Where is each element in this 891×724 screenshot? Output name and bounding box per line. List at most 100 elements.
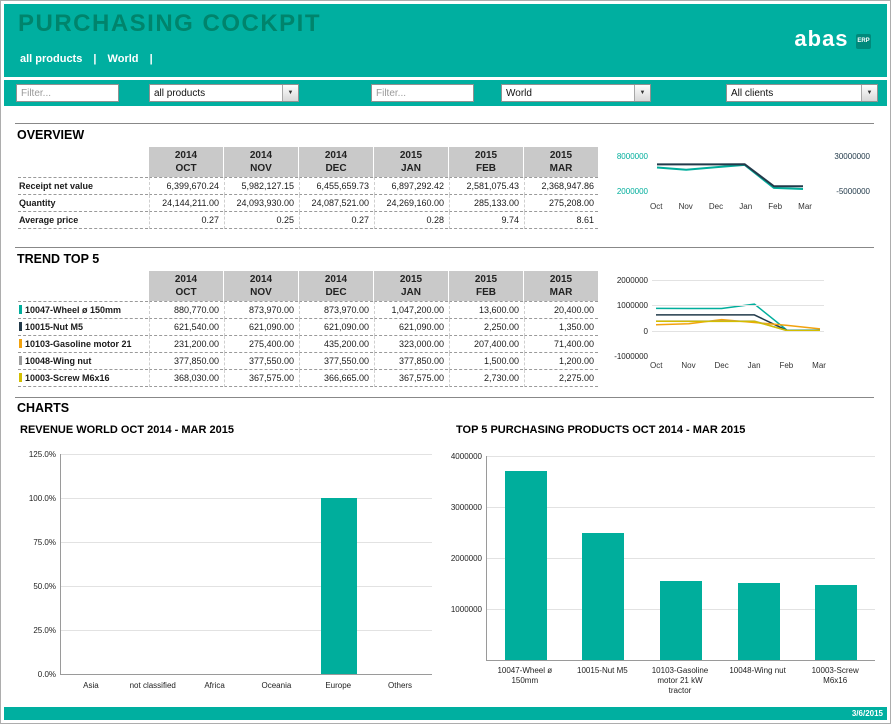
- cell-value: 1,200.00: [524, 353, 598, 370]
- bar-slot: [61, 454, 123, 674]
- product-dropdown[interactable]: all products ▼: [149, 84, 299, 102]
- status-date: 3/6/2015: [851, 709, 883, 718]
- trend-top5-mini-chart: 2000000 1000000 0 -1000000 Oct Nov Dec Jan Feb M…: [606, 276, 872, 370]
- cell-value: 5,982,127.15: [224, 177, 298, 195]
- x-axis-label: Feb: [768, 202, 783, 211]
- table-row: Average price 0.27 0.25 0.27 0.28 9.74 8…: [18, 212, 598, 229]
- y-axis-tick-label: 1000000: [616, 301, 648, 310]
- right-axis-label: 30000000: [834, 152, 870, 161]
- bar-slot: [123, 454, 185, 674]
- table-row: 10015-Nut M5 621,540.00 621,090.00 621,0…: [18, 319, 598, 336]
- y-axis-tick-label: 3000000: [450, 503, 482, 512]
- cell-value: 231,200.00: [149, 336, 223, 353]
- bar: [737, 583, 780, 660]
- region-dropdown[interactable]: World ▼: [501, 84, 651, 102]
- overview-x-axis: Oct Nov Dec Jan Feb Mar: [650, 202, 812, 211]
- gridline: [61, 542, 432, 543]
- y-axis-tick-label: 25.0%: [33, 626, 56, 635]
- bar-slot: [308, 454, 370, 674]
- top5-chart-y-axis: 4000000 3000000 2000000 1000000: [438, 452, 482, 660]
- breadcrumb-region[interactable]: World: [107, 53, 139, 65]
- gridline: [652, 331, 824, 332]
- product-filter-input[interactable]: [16, 84, 119, 102]
- left-axis-label: 8000000: [616, 152, 648, 161]
- y-axis-tick-label: 0.0%: [37, 670, 56, 679]
- revenue-chart-x-axis: Asia not classified Africa Oceania Europe Oth…: [60, 679, 431, 691]
- column-header: 2014 OCT: [149, 271, 223, 301]
- gridline: [652, 280, 824, 281]
- column-header: 2015 MAR: [524, 271, 598, 301]
- cell-value: 275,400.00: [224, 336, 298, 353]
- bars-group: [487, 456, 875, 660]
- row-label: 10015-Nut M5: [18, 319, 148, 336]
- revenue-chart-plot: [60, 454, 432, 675]
- bars-group: [61, 454, 432, 674]
- series-color-marker: [19, 339, 22, 348]
- cell-value: 0.27: [149, 212, 223, 229]
- cell-value: 621,090.00: [299, 319, 373, 336]
- cell-value: 6,399,670.24: [149, 177, 223, 195]
- section-divider: [15, 247, 874, 248]
- page-title: PURCHASING COCKPIT: [18, 10, 322, 37]
- cell-value: 0.27: [299, 212, 373, 229]
- x-axis-label: Jan: [739, 202, 753, 211]
- gridline: [61, 454, 432, 455]
- bar: [321, 498, 358, 674]
- table-header-row: 2014 OCT 2014 NOV 2014 DEC 2015 JAN 2015 FEB …: [18, 271, 598, 301]
- cell-value: 0.28: [374, 212, 448, 229]
- cell-value: 323,000.00: [374, 336, 448, 353]
- table-row: 10103-Gasoline motor 21 231,200.00 275,4…: [18, 336, 598, 353]
- product-label: 10047-Wheel ø 150mm: [25, 305, 122, 315]
- left-axis-label: 2000000: [616, 187, 648, 196]
- column-header: 2015 FEB: [449, 147, 523, 177]
- cell-value: 8.61: [524, 212, 598, 229]
- row-label: 10103-Gasoline motor 21: [18, 336, 148, 353]
- bar-slot: [370, 454, 432, 674]
- y-axis-tick-label: 100.0%: [28, 494, 56, 503]
- overview-heading: OVERVIEW: [17, 128, 85, 142]
- cell-value: 377,550.00: [299, 353, 373, 370]
- section-divider: [15, 123, 874, 124]
- client-dropdown[interactable]: All clients ▼: [726, 84, 878, 102]
- chevron-down-icon: ▼: [861, 85, 877, 101]
- table-row: 10047-Wheel ø 150mm 880,770.00 873,970.0…: [18, 301, 598, 319]
- x-axis-category-label: 10003-Screw M6x16: [811, 666, 859, 685]
- cell-value: 13,600.00: [449, 301, 523, 319]
- x-axis-label: Nov: [681, 361, 696, 370]
- bar-slot: [246, 454, 308, 674]
- bar: [815, 585, 858, 660]
- cell-value: 621,540.00: [149, 319, 223, 336]
- row-label: Quantity: [18, 195, 148, 212]
- cell-value: 1,350.00: [524, 319, 598, 336]
- trend-y-axis: 2000000 1000000 0 -1000000: [606, 276, 648, 361]
- series-color-marker: [19, 373, 22, 382]
- column-header: 2015 JAN: [374, 271, 448, 301]
- row-label: 10003-Screw M6x16: [18, 370, 148, 387]
- chevron-down-icon: ▼: [282, 85, 298, 101]
- cell-value: 24,087,521.00: [299, 195, 373, 212]
- x-axis-label: Dec: [708, 202, 724, 211]
- breadcrumb: all products | World |: [20, 53, 161, 65]
- cell-value: 621,090.00: [374, 319, 448, 336]
- x-axis-label: Dec: [714, 361, 729, 370]
- product-label: 10103-Gasoline motor 21: [25, 339, 132, 349]
- column-header: 2014 DEC: [299, 271, 373, 301]
- cell-value: 285,133.00: [449, 195, 523, 212]
- x-axis-category-label: not classified: [129, 681, 176, 690]
- cell-value: 377,850.00: [149, 353, 223, 370]
- breadcrumb-product[interactable]: all products: [20, 53, 83, 65]
- cell-value: 366,665.00: [299, 370, 373, 387]
- table-row: Receipt net value 6,399,670.24 5,982,127…: [18, 177, 598, 195]
- x-axis-category-label: Europe: [325, 681, 352, 690]
- region-filter-input[interactable]: [371, 84, 474, 102]
- gridline: [487, 456, 875, 457]
- cell-value: 367,575.00: [374, 370, 448, 387]
- cell-value: 621,090.00: [224, 319, 298, 336]
- empty-header-cell: [18, 271, 148, 301]
- y-axis-tick-label: 2000000: [450, 554, 482, 563]
- overview-mini-chart: 8000000 2000000 30000000 -5000000 Oct Nov…: [606, 151, 872, 215]
- gridline: [61, 586, 432, 587]
- cell-value: 24,269,160.00: [374, 195, 448, 212]
- logo-text: abas: [794, 26, 849, 51]
